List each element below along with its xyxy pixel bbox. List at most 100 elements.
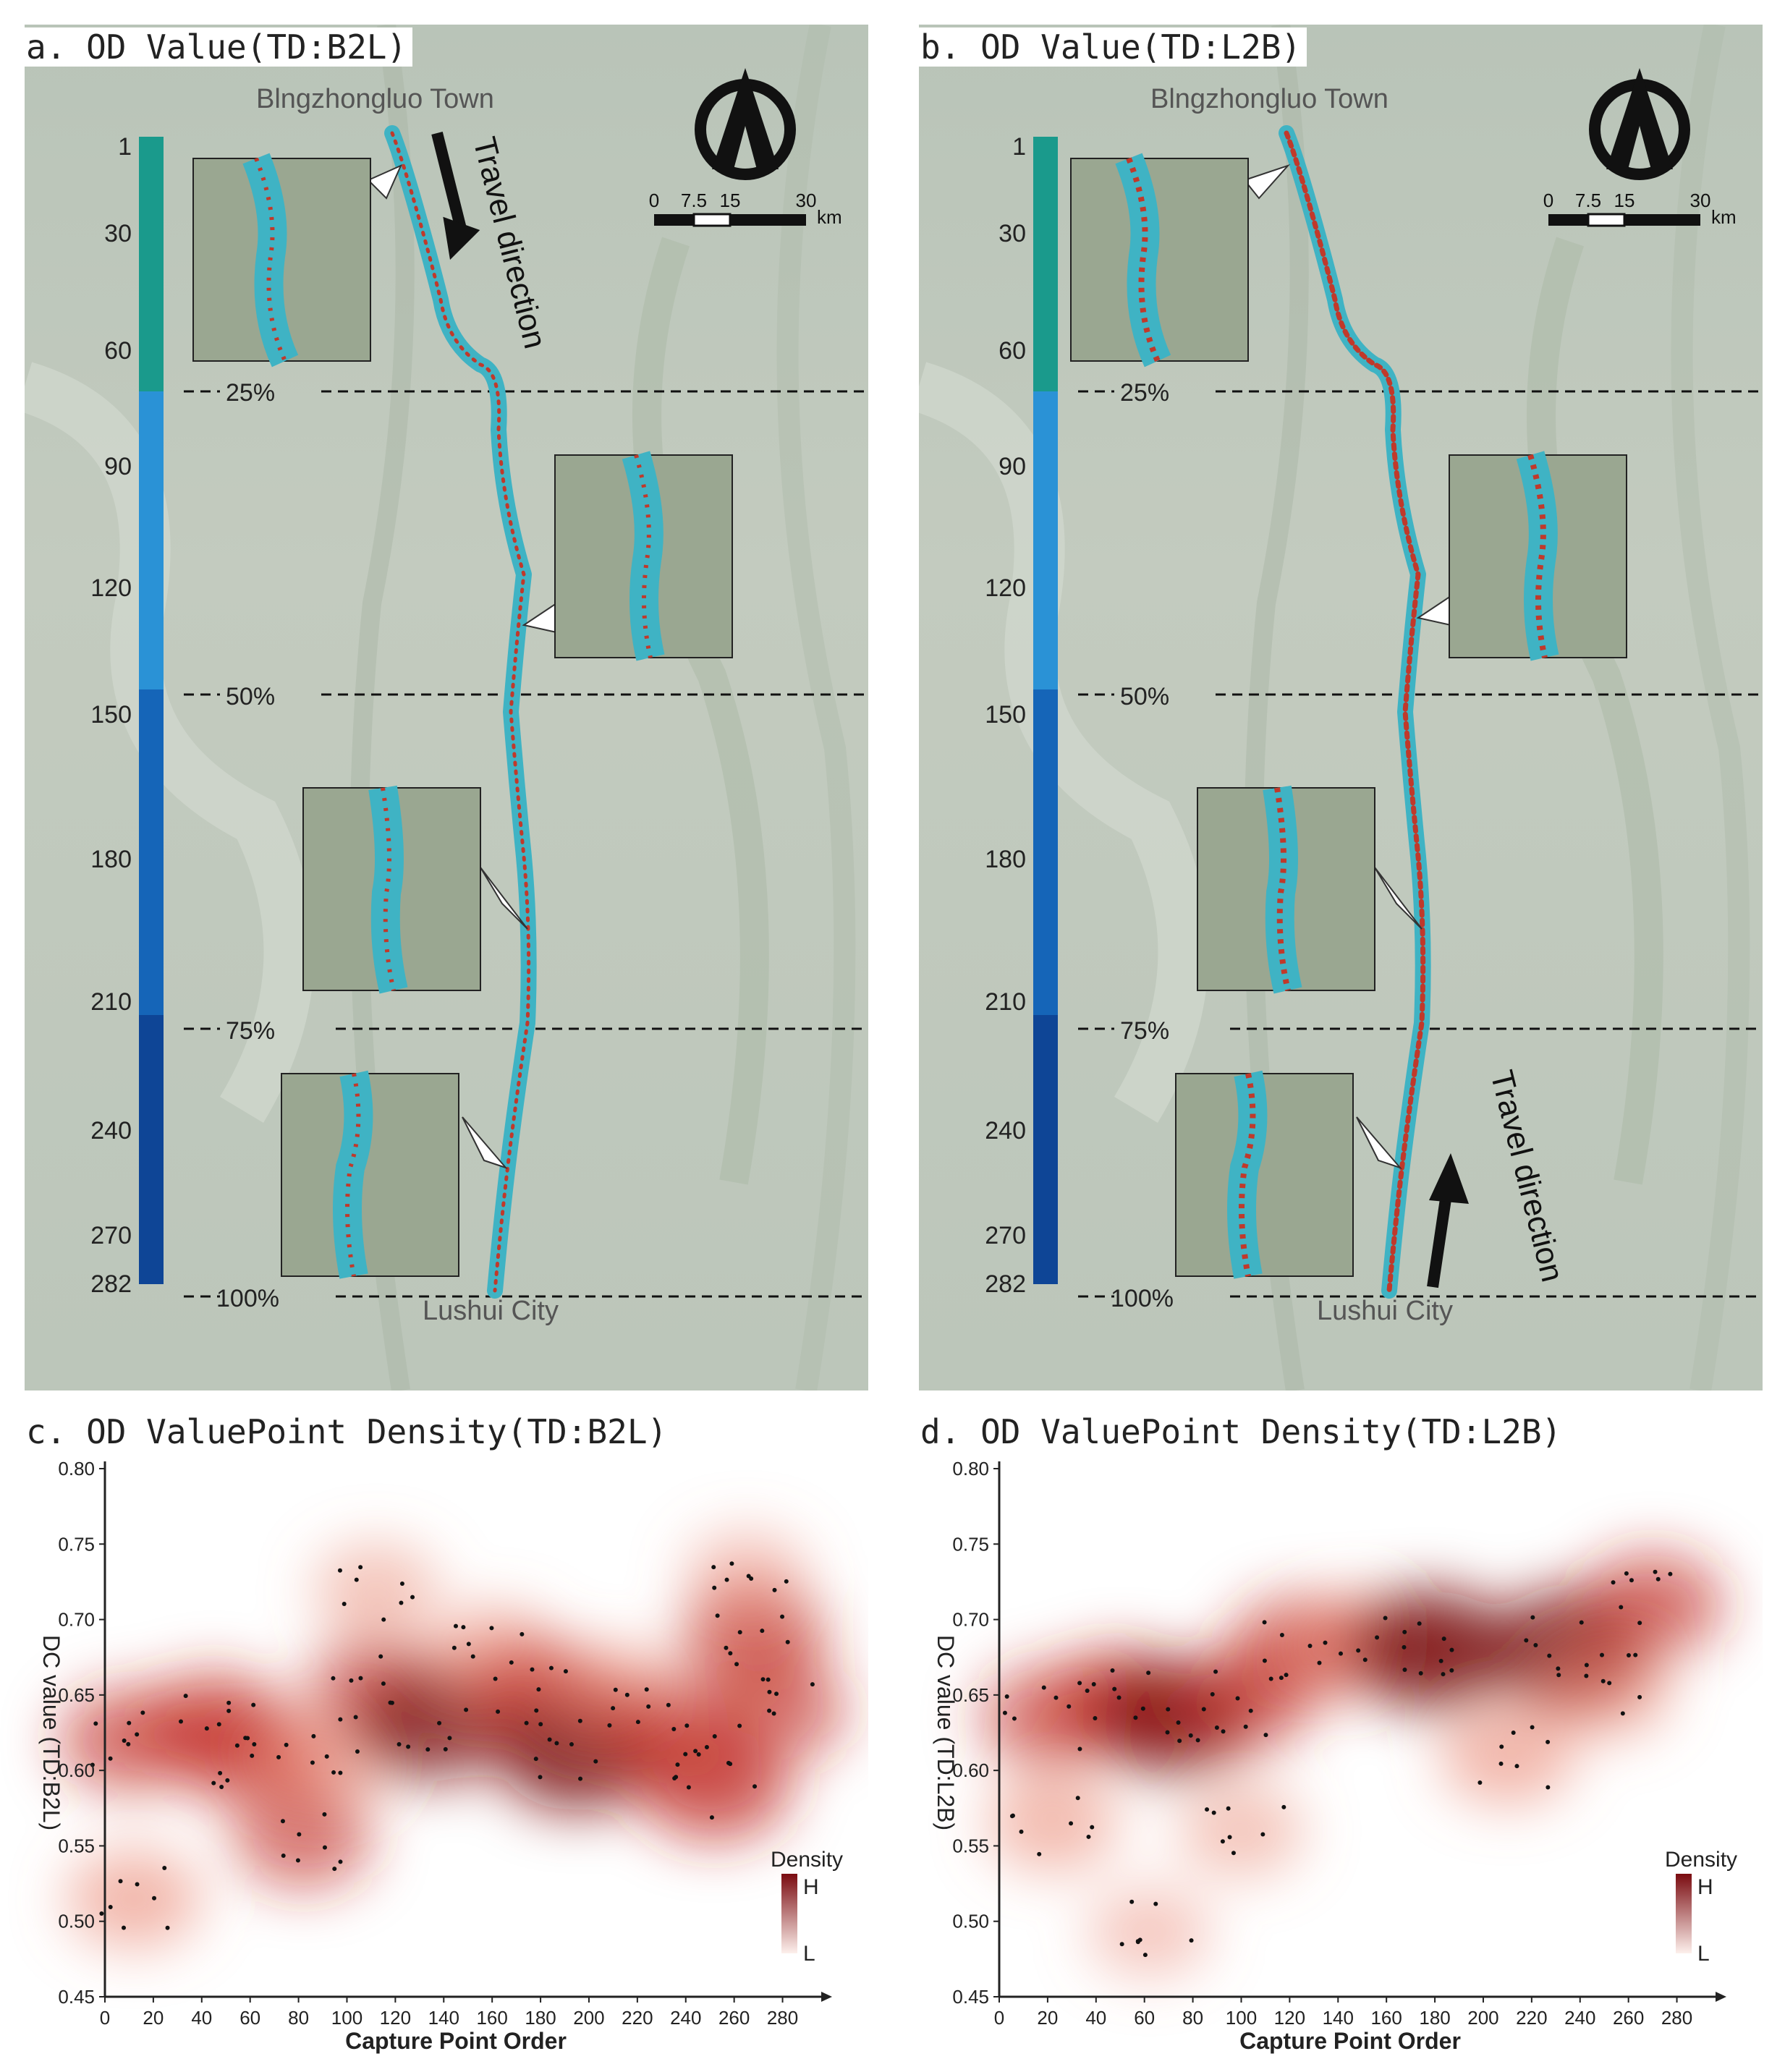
- sample-point: [538, 1722, 543, 1727]
- sample-point: [737, 1723, 742, 1728]
- density-hotspot: [1440, 1705, 1575, 1805]
- density-hotspot: [313, 1542, 439, 1636]
- route-line: [1279, 125, 1431, 1299]
- sample-point: [397, 1741, 402, 1746]
- sample-point: [1226, 1806, 1231, 1811]
- sample-point: [593, 1759, 598, 1764]
- sample-point: [1112, 1686, 1117, 1691]
- percent-labels: 25% 50% 75% 100%: [216, 379, 279, 1312]
- y-tick-label: 0.55: [952, 1835, 989, 1856]
- sample-point: [760, 1677, 766, 1682]
- y-tick-label: 0.80: [58, 1458, 95, 1479]
- sample-point: [709, 1815, 714, 1820]
- sample-point: [1248, 1708, 1253, 1713]
- density-hotspot: [250, 1713, 386, 1813]
- zoom-inset-4: [1175, 1070, 1403, 1279]
- sample-point: [1637, 1621, 1642, 1626]
- density-legend-title: Density: [771, 1848, 843, 1872]
- density-legend-low: L: [1697, 1942, 1710, 1966]
- sample-point: [1129, 1899, 1135, 1904]
- sample-point: [533, 1757, 538, 1762]
- sample-point: [399, 1600, 404, 1605]
- y-tick-label: 0.50: [952, 1911, 989, 1932]
- sample-point: [1607, 1681, 1612, 1686]
- map-b-canvas: 1 30 60 90 120 150 180 210 240 270 282 2…: [919, 25, 1758, 1390]
- sample-point: [122, 1738, 127, 1744]
- sample-point: [355, 1749, 360, 1754]
- x-tick-label: 120: [1274, 2007, 1305, 2029]
- sample-point: [443, 1746, 448, 1752]
- sample-point: [729, 1561, 734, 1566]
- sample-point: [135, 1732, 140, 1737]
- x-tick-label: 180: [525, 2007, 556, 2029]
- zoom-inset-3: [302, 785, 528, 994]
- sample-point: [666, 1702, 671, 1707]
- x-axis-title: Capture Point Order: [1239, 2028, 1461, 2054]
- order-tick-60: 60: [104, 337, 132, 365]
- sample-point: [724, 1645, 729, 1650]
- route-line: [384, 125, 537, 1299]
- sample-point: [493, 1676, 498, 1681]
- travel-direction-arrow: [1427, 1153, 1469, 1288]
- order-tick-120: 120: [90, 574, 132, 602]
- scale-unit: km: [1711, 206, 1737, 228]
- sample-point: [310, 1760, 315, 1765]
- sample-point: [225, 1778, 230, 1783]
- sample-point: [1620, 1711, 1625, 1716]
- sample-point: [122, 1925, 127, 1930]
- sample-point: [297, 1832, 302, 1837]
- sample-point: [1231, 1851, 1236, 1856]
- sample-point: [1037, 1851, 1042, 1856]
- sample-point: [1511, 1730, 1516, 1735]
- sample-point: [250, 1753, 255, 1758]
- density-hotspot: [1537, 1637, 1672, 1737]
- sample-point: [127, 1720, 132, 1725]
- sample-point: [358, 1565, 363, 1570]
- percent-100: 100%: [1111, 1285, 1174, 1312]
- sample-point: [693, 1749, 698, 1754]
- order-tick-30: 30: [999, 220, 1026, 247]
- sample-point: [1307, 1644, 1313, 1649]
- order-tick-282: 282: [90, 1270, 132, 1298]
- y-axis-title: DC value (TD:L2B): [933, 1635, 959, 1830]
- scale-tick-15: 15: [1614, 190, 1635, 211]
- sample-point: [1133, 1715, 1138, 1720]
- sample-point: [1402, 1629, 1407, 1634]
- sample-point: [1069, 1821, 1074, 1826]
- sample-points: [90, 1561, 815, 1930]
- sample-point: [1556, 1666, 1561, 1671]
- sample-point: [1093, 1716, 1098, 1721]
- sample-point: [1085, 1688, 1090, 1693]
- sample-point: [1177, 1738, 1182, 1744]
- sample-point: [1498, 1761, 1504, 1766]
- sample-point: [1166, 1707, 1171, 1712]
- sample-point: [1633, 1652, 1638, 1657]
- sample-point: [767, 1689, 772, 1694]
- sample-point: [1119, 1942, 1124, 1947]
- order-tick-90: 90: [999, 453, 1026, 480]
- sample-point: [774, 1691, 779, 1697]
- order-tick-60: 60: [999, 337, 1026, 365]
- sample-point: [780, 1614, 785, 1619]
- scale-tick-0: 0: [1543, 190, 1553, 211]
- order-tick-labels: 1 30 60 90 120 150 180 210 240 270 282: [90, 133, 132, 1298]
- order-tick-282: 282: [985, 1270, 1026, 1298]
- density-hotspot: [1582, 1553, 1723, 1657]
- sample-point: [810, 1682, 815, 1687]
- sample-point: [381, 1681, 386, 1686]
- quartile-lines: [184, 390, 864, 1298]
- order-color-bar: [139, 137, 164, 1284]
- map-panel-a: 1 30 60 90 120 150 180 210 240 270 282 2…: [25, 25, 868, 1390]
- sample-point: [728, 1762, 733, 1767]
- order-tick-210: 210: [90, 988, 132, 1016]
- order-tick-270: 270: [90, 1222, 132, 1249]
- sample-point: [578, 1776, 583, 1781]
- percent-75: 75%: [226, 1017, 275, 1045]
- order-tick-240: 240: [985, 1117, 1026, 1145]
- quartile-3-bar: [139, 689, 164, 1015]
- sample-point: [1086, 1834, 1091, 1839]
- sample-point: [1188, 1733, 1193, 1738]
- x-tick-label: 220: [622, 2007, 653, 2029]
- end-city-label: Lushui City: [423, 1296, 559, 1326]
- sample-point: [245, 1736, 250, 1741]
